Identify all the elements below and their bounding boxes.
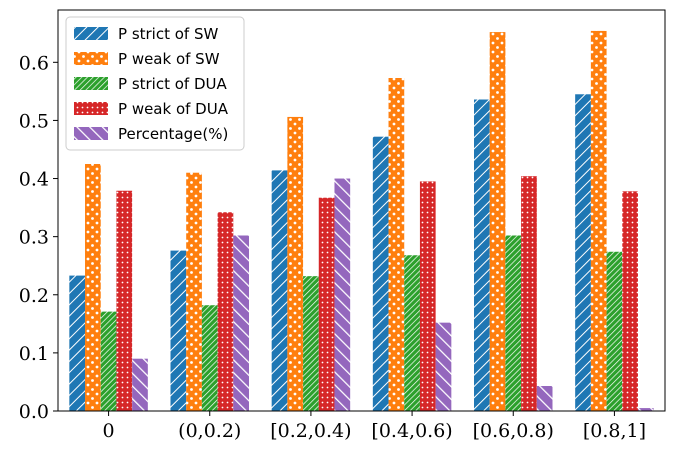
bar-series-0-cat-4: [474, 99, 490, 411]
x-tick-label: [0.2,0.4): [270, 420, 351, 442]
plot-frame: [57, 9, 666, 412]
bar-series-3-cat-3: [419, 181, 436, 411]
y-tick-label: 0.6: [19, 52, 49, 74]
legend-label: Percentage(%): [118, 125, 228, 143]
bar-series-4-cat-4: [536, 386, 553, 411]
bar-series-3-cat-1: [217, 212, 234, 411]
bar-series-2-cat-5: [606, 251, 623, 411]
bar-series-1-cat-3: [388, 78, 405, 411]
bar-series-2-cat-1: [201, 305, 218, 411]
x-tick-label: [0.4,0.6): [371, 420, 452, 442]
bar-series-2-cat-2: [303, 276, 319, 411]
bar-series-2-cat-0: [100, 311, 117, 411]
y-tick-label: 0.2: [19, 285, 49, 307]
bar-series-3-cat-2: [318, 197, 335, 411]
bar-series-4-cat-5: [637, 408, 654, 411]
bar-series-0-cat-2: [271, 170, 288, 411]
y-tick-label: 0.0: [19, 401, 49, 423]
bar-series-4-cat-3: [435, 322, 452, 411]
legend-box: [65, 16, 245, 151]
x-tick-label: [0.8,1]: [583, 420, 646, 442]
x-tick-label: (0,0.2): [178, 420, 241, 442]
x-tick-label: [0.6,0.8): [473, 420, 554, 442]
x-tick-label: 0: [103, 420, 115, 442]
axes-layer: 0.0 0.1 0.2 0.3 0.4 0.5 0.6 0 (0,0.2) [0.2,0.4) [0…: [19, 9, 666, 442]
bar-series-1-cat-0: [85, 164, 101, 411]
bar-series-1-cat-5: [590, 30, 607, 411]
legend-swatch: [74, 77, 108, 90]
bar-series-0-cat-1: [170, 250, 187, 411]
bars-layer: [69, 30, 654, 412]
bar-series-1-cat-4: [489, 32, 506, 411]
legend-label: P strict of SW: [118, 25, 218, 43]
bar-series-2-cat-3: [404, 255, 420, 411]
legend-swatch: [74, 102, 108, 115]
bar-series-0-cat-0: [69, 275, 86, 411]
legend-swatch: [74, 52, 108, 65]
legend-swatch: [74, 127, 108, 140]
y-tick-label: 0.3: [19, 227, 49, 249]
bar-series-0-cat-5: [575, 94, 591, 412]
bar-series-3-cat-0: [116, 190, 133, 411]
bar-series-0-cat-3: [372, 136, 389, 411]
legend-swatch: [74, 27, 108, 40]
y-tick-label: 0.5: [19, 110, 49, 132]
bar-series-1-cat-2: [287, 116, 304, 412]
legend-label: P strict of DUA: [118, 75, 227, 93]
legend-label: P weak of SW: [118, 50, 220, 68]
bar-series-4-cat-1: [233, 235, 249, 411]
legend-label: P weak of DUA: [118, 100, 229, 118]
y-tick-label: 0.1: [19, 343, 49, 365]
bar-series-3-cat-4: [521, 176, 537, 411]
bar-series-2-cat-4: [505, 235, 522, 411]
bar-series-3-cat-5: [622, 191, 638, 411]
bar-series-4-cat-2: [334, 178, 351, 411]
legend: P strict of SW P weak of SW P strict of DU…: [65, 16, 245, 151]
bar-series-1-cat-1: [186, 172, 202, 411]
y-tick-label: 0.4: [19, 169, 49, 191]
bar-series-4-cat-0: [132, 358, 148, 411]
